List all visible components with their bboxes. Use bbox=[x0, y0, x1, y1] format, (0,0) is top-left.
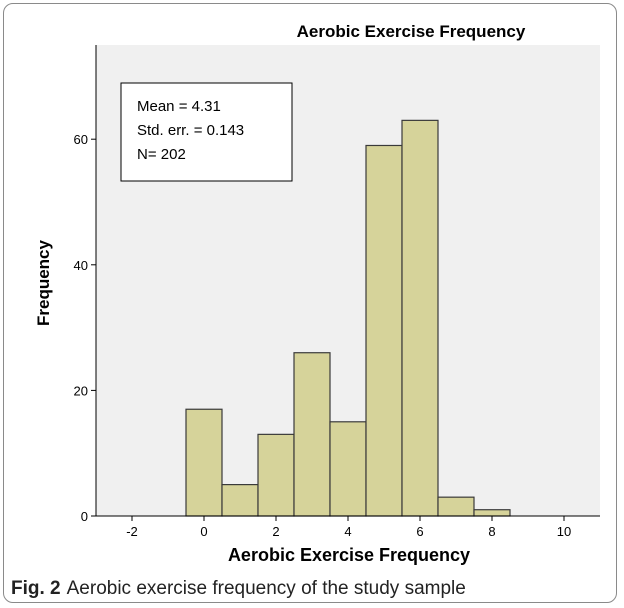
stat-n: N= 202 bbox=[137, 146, 186, 163]
histogram-bar bbox=[401, 119, 439, 517]
histogram-bar bbox=[221, 484, 259, 517]
y-axis-label: Frequency bbox=[34, 239, 53, 326]
histogram-bar bbox=[257, 433, 295, 517]
histogram-bar bbox=[185, 408, 223, 517]
y-tick-label: 40 bbox=[74, 258, 88, 273]
x-tick-label: 0 bbox=[200, 524, 207, 539]
x-tick-label: -2 bbox=[126, 524, 138, 539]
figure-frame bbox=[3, 3, 617, 603]
y-tick-label: 20 bbox=[74, 383, 88, 398]
caption-label: Fig. 2 bbox=[11, 578, 61, 599]
statistics-box-border bbox=[120, 82, 293, 182]
x-tick-label: 6 bbox=[416, 524, 423, 539]
axes-group: 0 20 40 60 -2 0 2 4 6 8 10 bbox=[74, 45, 600, 539]
x-axis-label: Aerobic Exercise Frequency bbox=[228, 545, 470, 565]
histogram-bar bbox=[437, 496, 475, 517]
x-tick-label: 8 bbox=[488, 524, 495, 539]
histogram-bar bbox=[329, 421, 367, 517]
caption-text: Aerobic exercise frequency of the study … bbox=[66, 578, 466, 599]
x-tick-label: 10 bbox=[557, 524, 571, 539]
stat-mean: Mean = 4.31 bbox=[137, 98, 221, 115]
x-tick-label: 4 bbox=[344, 524, 351, 539]
histogram-bar bbox=[365, 144, 403, 517]
histogram-bar bbox=[473, 509, 511, 517]
chart-title: Aerobic Exercise Frequency bbox=[297, 22, 526, 41]
histogram-bar bbox=[293, 352, 331, 517]
y-tick-label: 0 bbox=[81, 509, 88, 524]
stat-std-err: Std. err. = 0.143 bbox=[137, 122, 244, 139]
figure-caption: Fig. 2 Aerobic exercise frequency of the … bbox=[11, 578, 611, 600]
x-tick-label: 2 bbox=[272, 524, 279, 539]
y-tick-label: 60 bbox=[74, 132, 88, 147]
bars-group bbox=[185, 119, 511, 517]
statistics-box: Mean = 4.31 Std. err. = 0.143 N= 202 bbox=[120, 82, 293, 182]
